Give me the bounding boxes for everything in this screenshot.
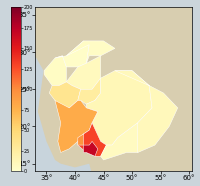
Polygon shape [55, 41, 89, 67]
Polygon shape [78, 123, 106, 156]
Polygon shape [84, 141, 98, 156]
Polygon shape [66, 56, 101, 89]
Polygon shape [115, 71, 178, 153]
Polygon shape [78, 134, 84, 145]
Polygon shape [35, 7, 192, 186]
Polygon shape [101, 123, 138, 160]
Polygon shape [86, 71, 152, 145]
Polygon shape [55, 100, 98, 153]
Polygon shape [78, 78, 101, 104]
Polygon shape [44, 56, 66, 86]
Polygon shape [49, 82, 81, 112]
Polygon shape [66, 41, 115, 63]
